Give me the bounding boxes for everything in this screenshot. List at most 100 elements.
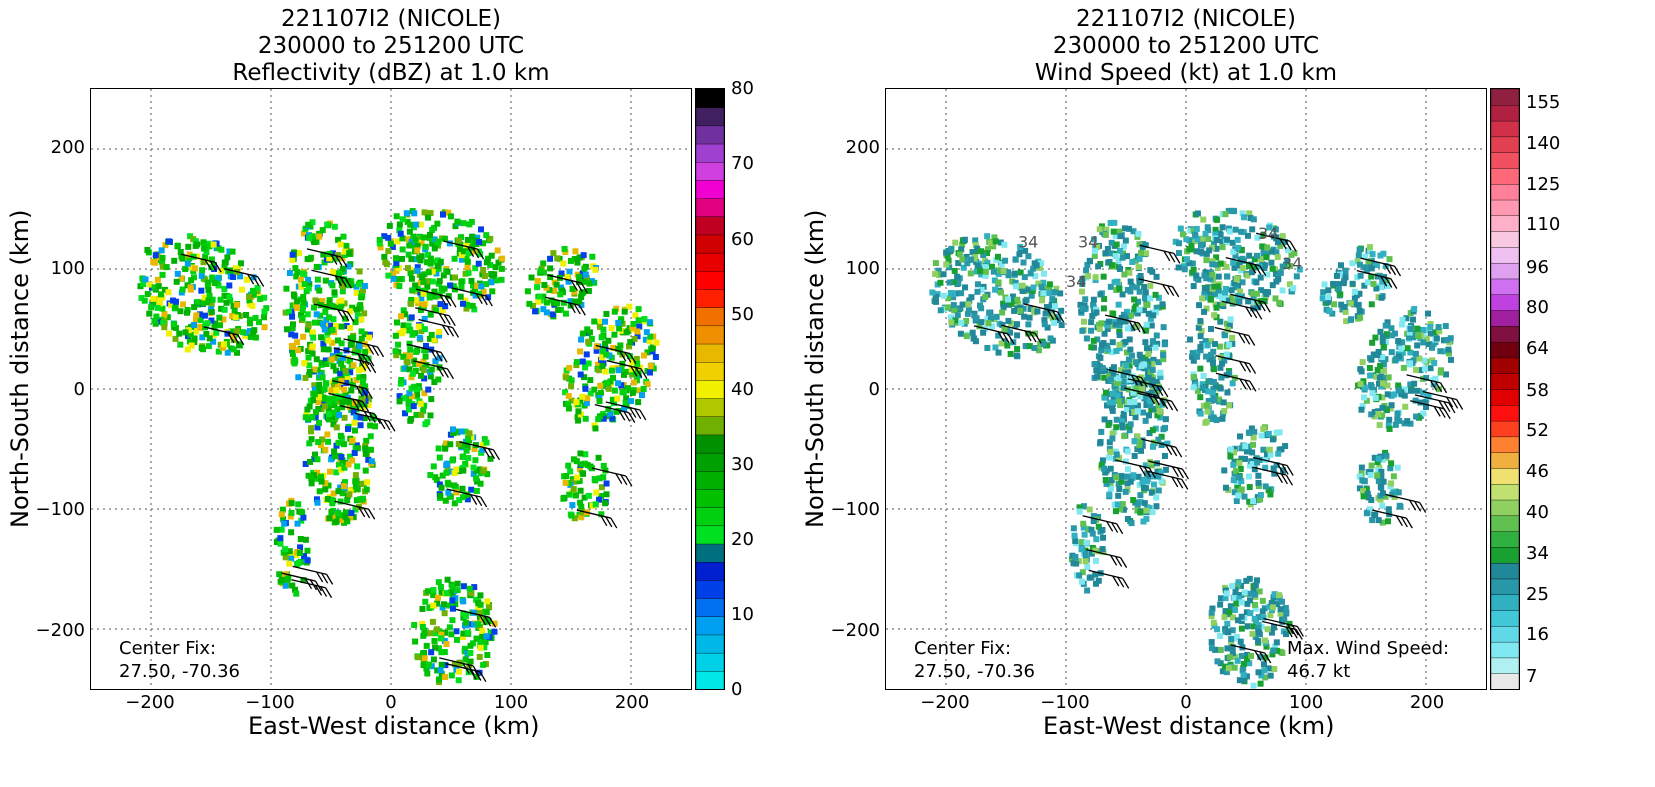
data-cell (408, 256, 415, 263)
data-cell (341, 479, 348, 486)
data-cell (339, 398, 346, 405)
data-cell (437, 301, 444, 308)
data-cell (955, 280, 962, 287)
data-cell (1365, 258, 1372, 265)
data-cell (1117, 402, 1124, 409)
data-cell (1266, 603, 1273, 610)
data-cell (623, 403, 630, 410)
data-cell (1013, 283, 1020, 290)
data-cell (1113, 380, 1120, 387)
data-cell (1355, 301, 1362, 308)
data-cell (1014, 346, 1021, 353)
data-cell (1137, 355, 1144, 362)
data-cell (393, 352, 400, 359)
data-cell (1227, 446, 1234, 453)
data-cell (199, 267, 206, 274)
data-cell (1246, 498, 1253, 505)
data-cell (467, 650, 474, 657)
data-cell (188, 277, 195, 284)
data-cell (617, 342, 624, 349)
data-cell (1265, 665, 1272, 672)
data-cell (426, 231, 433, 238)
data-cell (473, 635, 480, 642)
data-cell (462, 428, 469, 435)
data-cell (1368, 265, 1375, 272)
data-cell (950, 302, 957, 309)
data-cell (1126, 269, 1133, 276)
data-cell (454, 587, 461, 594)
data-cell (1238, 228, 1245, 235)
data-cell (1237, 433, 1244, 440)
data-cell (1211, 283, 1218, 290)
reflectivity-map-svg (91, 89, 691, 689)
colorbar-bin (696, 343, 724, 363)
data-cell (1027, 270, 1034, 277)
data-cell (1035, 347, 1042, 354)
data-cell (554, 255, 561, 262)
data-cell (382, 259, 389, 266)
data-cell (438, 661, 445, 668)
data-cell (188, 342, 195, 349)
data-cell (1432, 329, 1439, 336)
data-cell (453, 466, 460, 473)
data-cell (1229, 650, 1236, 657)
data-cell (1243, 673, 1250, 680)
data-cell (1413, 366, 1420, 373)
data-cell (337, 484, 344, 491)
data-cell (427, 412, 434, 419)
data-cell (1250, 498, 1257, 505)
data-cell (417, 306, 424, 313)
data-cell (1096, 226, 1103, 233)
data-cell (580, 470, 587, 477)
data-cell (353, 413, 360, 420)
data-cell (1203, 402, 1210, 409)
data-cell (1212, 226, 1219, 233)
data-cell (1394, 416, 1401, 423)
data-cell (577, 411, 584, 418)
data-cell (577, 397, 584, 404)
data-cell (1085, 272, 1092, 279)
data-cell (1148, 462, 1155, 469)
data-cell (476, 653, 483, 660)
data-cell (1142, 289, 1149, 296)
data-cell (629, 389, 636, 396)
data-cell (579, 358, 586, 365)
data-cell (298, 311, 305, 318)
data-cell (1083, 335, 1090, 342)
data-cell (1208, 613, 1215, 620)
data-cell (1214, 626, 1221, 633)
data-cell (452, 601, 459, 608)
data-cell (1240, 677, 1247, 684)
data-cell (1442, 348, 1449, 355)
data-cell (392, 332, 399, 339)
data-cell (206, 335, 213, 342)
colorbar-bin (1491, 451, 1519, 469)
data-cell (359, 404, 366, 411)
data-cell (1098, 347, 1105, 354)
data-cell (205, 343, 212, 350)
data-cell (997, 289, 1004, 296)
data-cell (1226, 322, 1233, 329)
data-cell (1279, 263, 1286, 270)
data-cell (1096, 548, 1103, 555)
data-cell (464, 236, 471, 243)
data-cell (1414, 342, 1421, 349)
data-cell (1221, 663, 1228, 670)
data-cell (317, 312, 324, 319)
data-cell (429, 227, 436, 234)
data-cell (1126, 225, 1133, 232)
data-cell (344, 497, 351, 504)
data-cell (957, 305, 964, 312)
data-cell (459, 494, 466, 501)
data-cell (1194, 387, 1201, 394)
data-cell (459, 633, 466, 640)
data-cell (411, 621, 418, 628)
data-cell (1120, 506, 1127, 513)
wind-barb (1230, 293, 1271, 313)
data-cell (459, 485, 466, 492)
data-cell (1161, 452, 1168, 459)
data-cell (1372, 394, 1379, 401)
data-cell (1395, 489, 1402, 496)
data-cell (337, 498, 344, 505)
data-cell (1409, 316, 1416, 323)
